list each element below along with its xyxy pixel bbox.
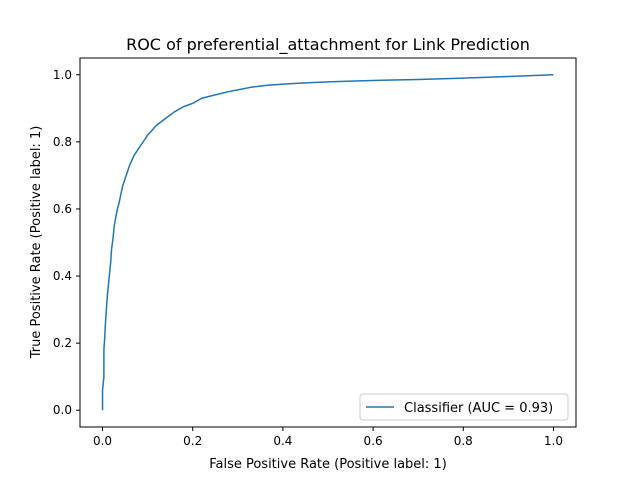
x-tick-label: 0.4 — [273, 434, 292, 448]
y-axis-ticks: 0.0 0.2 0.4 0.6 0.8 1.0 — [53, 68, 80, 417]
x-tick-label: 0.2 — [183, 434, 202, 448]
chart-title: ROC of preferential_attachment for Link … — [126, 35, 530, 55]
legend: Classifier (AUC = 0.93) — [359, 393, 569, 421]
x-tick-label: 1.0 — [544, 434, 563, 448]
legend-box — [359, 393, 569, 421]
legend-label: Classifier (AUC = 0.93) — [404, 401, 553, 416]
x-tick-label: 0.8 — [454, 434, 473, 448]
y-axis-label: True Positive Rate (Positive label: 1) — [29, 126, 44, 360]
plot-area-frame — [79, 57, 577, 428]
x-axis-ticks: 0.0 0.2 0.4 0.6 0.8 1.0 — [93, 427, 563, 448]
y-tick-label: 0.6 — [53, 202, 72, 216]
y-tick-label: 0.8 — [53, 135, 72, 149]
roc-curve-line — [101, 74, 554, 411]
x-tick-label: 0.0 — [93, 434, 112, 448]
y-tick-label: 0.4 — [53, 269, 72, 283]
plot-series — [101, 74, 554, 411]
x-tick-label: 0.6 — [364, 434, 383, 448]
y-tick-label: 1.0 — [53, 68, 72, 82]
y-tick-label: 0.2 — [53, 336, 72, 350]
y-tick-label: 0.0 — [53, 403, 72, 417]
x-axis-label: False Positive Rate (Positive label: 1) — [209, 457, 447, 472]
